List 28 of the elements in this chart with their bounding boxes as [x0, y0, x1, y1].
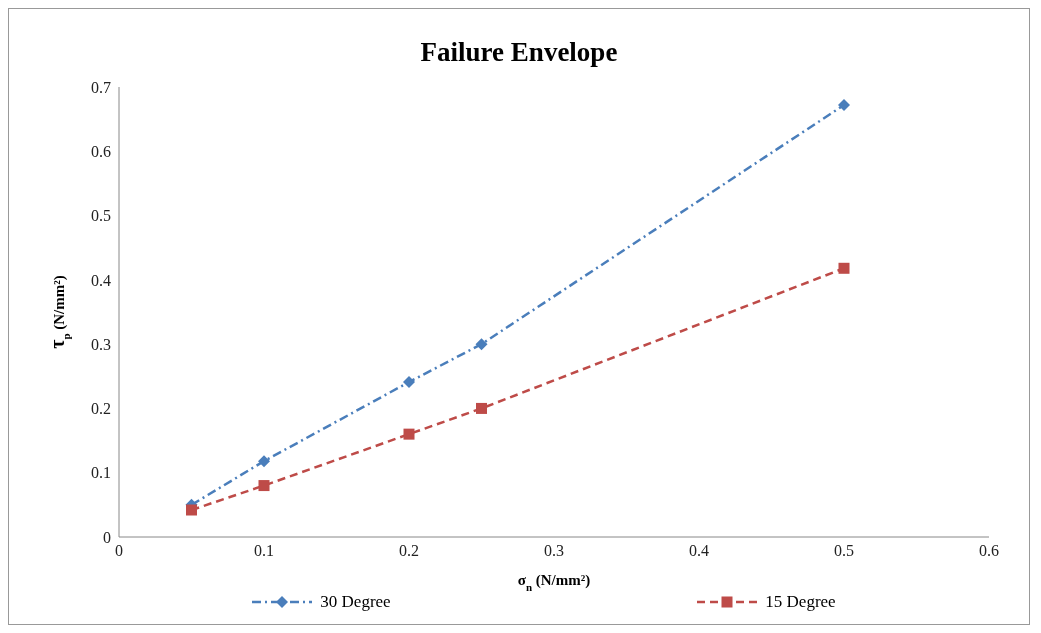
x-axis-title: σ$_{n}$ (N/mm²) — [517, 572, 591, 593]
chart-title: Failure Envelope — [419, 37, 619, 69]
point — [838, 99, 850, 111]
x-tick-label: 0.5 — [834, 542, 854, 560]
y-tick-label: 0.7 — [91, 78, 111, 96]
point — [258, 455, 270, 468]
y-tick-label: 0.1 — [91, 464, 111, 482]
y-tick-label: 0.4 — [91, 271, 111, 289]
x-tick-label: 0 — [115, 542, 123, 560]
x-tick-label: 0.1 — [254, 542, 274, 560]
y-tick-label: 0.6 — [91, 142, 111, 160]
x-tick-label: 0.4 — [689, 542, 709, 560]
y-tick-label: 0 — [103, 528, 111, 546]
legend-label: 30 Degree — [320, 592, 391, 612]
point — [475, 338, 488, 351]
point — [403, 376, 415, 389]
point — [186, 504, 197, 516]
y-tick-label: 0.2 — [91, 400, 111, 418]
point — [403, 428, 415, 440]
point — [476, 402, 487, 414]
x-tick-label: 0.3 — [544, 542, 564, 560]
x-tick-label: 0.2 — [399, 542, 419, 560]
y-tick-label: 0.5 — [91, 207, 111, 225]
x-tick-label: 0.6 — [979, 542, 999, 560]
y-tick-label: 0.3 — [91, 335, 111, 353]
point — [838, 262, 850, 274]
point — [258, 480, 270, 492]
legend-label: 15 Degree — [765, 592, 836, 612]
